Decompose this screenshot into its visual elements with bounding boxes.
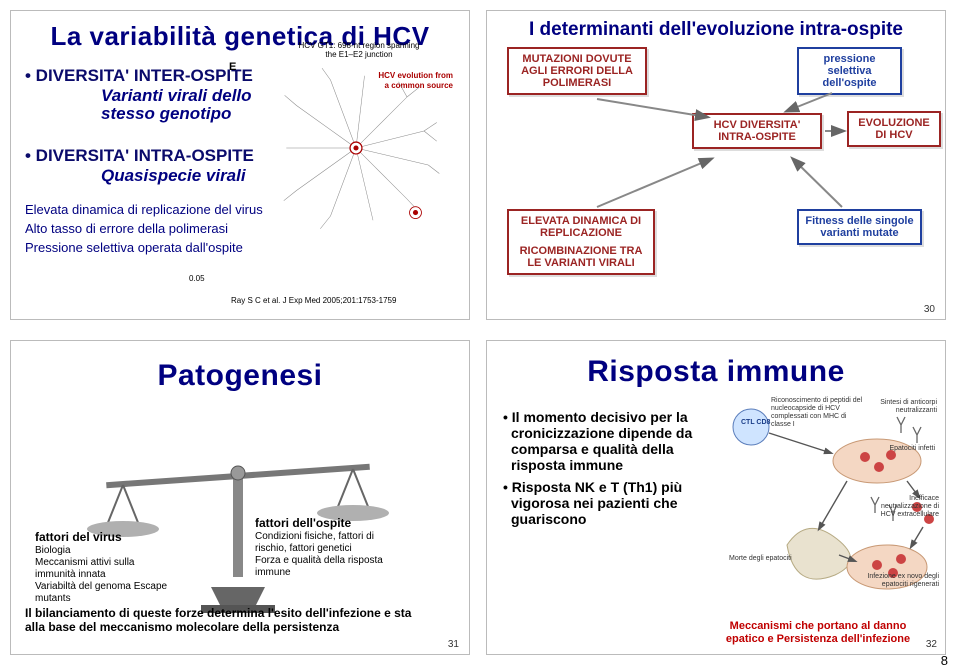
label-neutralization: Inefficace neutralizzazione di HCV extra…: [869, 495, 939, 519]
box-dynamics: ELEVATA DINAMICA DI REPLICAZIONE RICOMBI…: [507, 209, 655, 275]
letter-e: E: [229, 61, 236, 73]
slide-determinants: I determinanti dell'evoluzione intra-osp…: [486, 10, 946, 320]
box-fitness: Fitness delle singole varianti mutate: [797, 209, 922, 245]
factor-host-title: fattori dell'ospite: [255, 516, 351, 530]
box-recombination-text: RICOMBINAZIONE TRA LE VARIANTI VIRALI: [513, 245, 649, 269]
page-number-32: 32: [926, 639, 937, 650]
label-death: Morte degli epatociti: [729, 555, 799, 563]
title-immune: Risposta immune: [487, 341, 945, 395]
factor-host-2: Forza e qualità della risposta immune: [255, 555, 383, 578]
balance-footer: Il bilanciamento di queste forze determi…: [25, 606, 429, 634]
scale-bar-label: 0.05: [189, 274, 205, 283]
label-recognition: Riconoscimento di peptidi del nucleocaps…: [771, 397, 863, 429]
slide-variability: La variabilità genetica di HCV • DIVERSI…: [10, 10, 470, 320]
factor-host: fattori dell'ospite Condizioni fisiche, …: [255, 517, 405, 579]
box-dynamics-text: ELEVATA DINAMICA DI REPLICAZIONE: [513, 215, 649, 239]
box-evolution: EVOLUZIONE DI HCV: [847, 111, 941, 147]
slide-immune: Risposta immune • Il momento decisivo pe…: [486, 340, 946, 655]
box-mutations: MUTAZIONI DOVUTE AGLI ERRORI DELLA POLIM…: [507, 47, 647, 95]
bullet-moment: • Il momento decisivo per la cronicizzaz…: [501, 409, 719, 473]
tree-caption-2: the E1–E2 junction: [261, 50, 457, 59]
page-number-30: 30: [924, 304, 935, 315]
factor-host-1: Condizioni fisiche, fattori di rischio, …: [255, 531, 374, 554]
tree-caption-1: HCV GT1: 698-nt region spanning: [261, 41, 457, 50]
factor-virus: fattori del virus Biologia Meccanismi at…: [35, 531, 175, 605]
label-exnovo: Infezione ex novo degli epatociti rigene…: [861, 573, 939, 589]
factor-virus-title: fattori del virus: [35, 530, 122, 544]
phylo-tree: HCV GT1: 698-nt region spanning the E1–E…: [261, 41, 457, 241]
factor-virus-1: Biologia: [35, 545, 71, 556]
box-diversity: HCV DIVERSITA' INTRA-OSPITE: [692, 113, 822, 149]
outer-page-number: 8: [941, 653, 948, 668]
factor-virus-2: Meccanismi attivi sulla immunità innata: [35, 557, 134, 580]
page-number-31: 31: [448, 639, 459, 650]
title-patogenesi: Patogenesi: [11, 341, 469, 399]
label-infected: Epatociti infetti: [879, 445, 935, 452]
bullet-nk: • Risposta NK e T (Th1) più vigorosa nei…: [501, 479, 719, 527]
slide-patogenesi: Patogenesi fattori del virus Biologia Me…: [10, 340, 470, 655]
factor-virus-3: Variabiltà del genoma Escape mutants: [35, 581, 167, 604]
citation: Ray S C et al. J Exp Med 2005;201:1753-1…: [231, 296, 396, 305]
title-determinants: I determinanti dell'evoluzione intra-osp…: [487, 11, 945, 43]
caption-mechanisms: Meccanismi che portano al danno epatico …: [719, 620, 917, 646]
mechanism-diagram: CTL CD8 Riconoscimento di peptidi del nu…: [727, 397, 939, 607]
ctl-label: CTL CD8: [741, 419, 770, 426]
phylo-tree-svg: [261, 63, 451, 233]
label-antibodies: Sintesi di anticorpi neutralizzanti: [875, 399, 937, 415]
box-pressure: pressione selettiva dell'ospite: [797, 47, 902, 95]
